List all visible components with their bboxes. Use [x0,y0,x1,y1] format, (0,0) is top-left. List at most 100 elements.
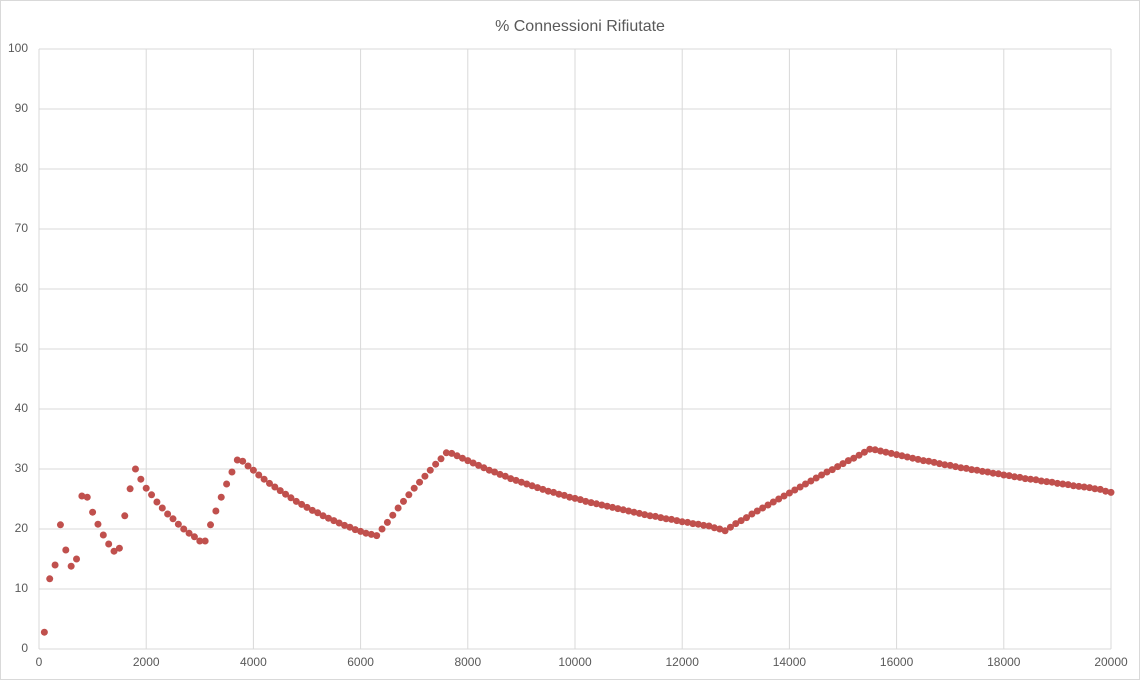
data-point [834,463,842,471]
x-tick-label: 4000 [240,655,267,669]
chart-title: % Connessioni Rifiutate [495,18,665,35]
data-point [780,492,788,500]
data-point [796,483,804,491]
x-tick-label: 6000 [347,655,374,669]
data-point [662,515,670,523]
data-point [1080,483,1088,491]
data-point [303,503,311,511]
data-point [319,512,327,520]
y-tick-label: 80 [15,161,29,175]
data-point [115,544,123,552]
data-point [244,462,252,470]
data-point [201,537,209,545]
data-point [903,453,911,461]
data-point [1011,473,1019,481]
data-point [962,464,970,472]
data-point [148,491,156,499]
data-point [775,495,783,503]
y-tick-label: 100 [8,41,28,55]
data-point [684,518,692,526]
data-point [196,537,204,545]
data-point [94,520,102,528]
data-point [276,487,284,495]
data-point [485,466,493,474]
data-point [994,470,1002,478]
data-point [110,547,118,555]
data-point [635,509,643,517]
data-point [957,464,965,472]
data-point [517,478,525,486]
data-point [694,520,702,528]
data-point [212,507,220,515]
data-point [978,467,986,475]
data-point [389,511,397,519]
data-point [126,485,134,493]
data-point [512,476,520,484]
data-point [255,471,263,479]
data-point [121,512,129,520]
data-point [217,493,225,501]
data-point [416,478,424,486]
y-tick-label: 50 [15,341,29,355]
data-point [732,520,740,528]
data-point [287,494,295,502]
data-point [523,480,531,488]
y-tick-label: 10 [15,581,29,595]
data-point [646,512,654,520]
data-point [469,459,477,467]
data-point [866,445,874,453]
y-tick-label: 20 [15,521,29,535]
data-point [673,517,681,525]
data-point [67,562,75,570]
data-point [539,485,547,493]
data-point [882,448,890,456]
data-point [421,472,429,480]
data-point [378,525,386,533]
data-point [1086,484,1094,492]
data-point [968,466,976,474]
y-tick-label: 40 [15,401,29,415]
data-point [667,515,675,523]
x-tick-label: 16000 [880,655,914,669]
data-point [989,469,997,477]
data-point [351,526,359,534]
data-point [410,484,418,492]
data-point [973,466,981,474]
data-point [330,517,338,525]
data-point [769,498,777,506]
data-point [453,452,461,460]
data-point [560,491,568,499]
data-point [764,501,772,509]
data-point [373,532,381,540]
data-point [346,523,354,531]
data-point [1000,471,1008,479]
data-point [946,461,954,469]
x-tick-label: 0 [36,655,43,669]
data-point [207,521,215,529]
data-point [464,457,472,465]
data-point [56,521,64,529]
data-point [759,504,767,512]
data-point [51,561,59,569]
data-point [984,468,992,476]
data-point [426,466,434,474]
data-point [651,512,659,520]
data-point [576,496,584,504]
data-point [158,504,166,512]
x-tick-label: 12000 [666,655,700,669]
data-point [935,460,943,468]
data-point [153,498,161,506]
data-point [909,454,917,462]
data-point [174,520,182,528]
data-point [598,501,606,509]
data-point [1016,473,1024,481]
x-tick-label: 8000 [454,655,481,669]
data-point [292,497,300,505]
data-point [919,457,927,465]
data-point [223,480,231,488]
data-point [1005,472,1013,480]
data-point [1096,485,1104,493]
data-point [791,486,799,494]
data-point [1032,476,1040,484]
